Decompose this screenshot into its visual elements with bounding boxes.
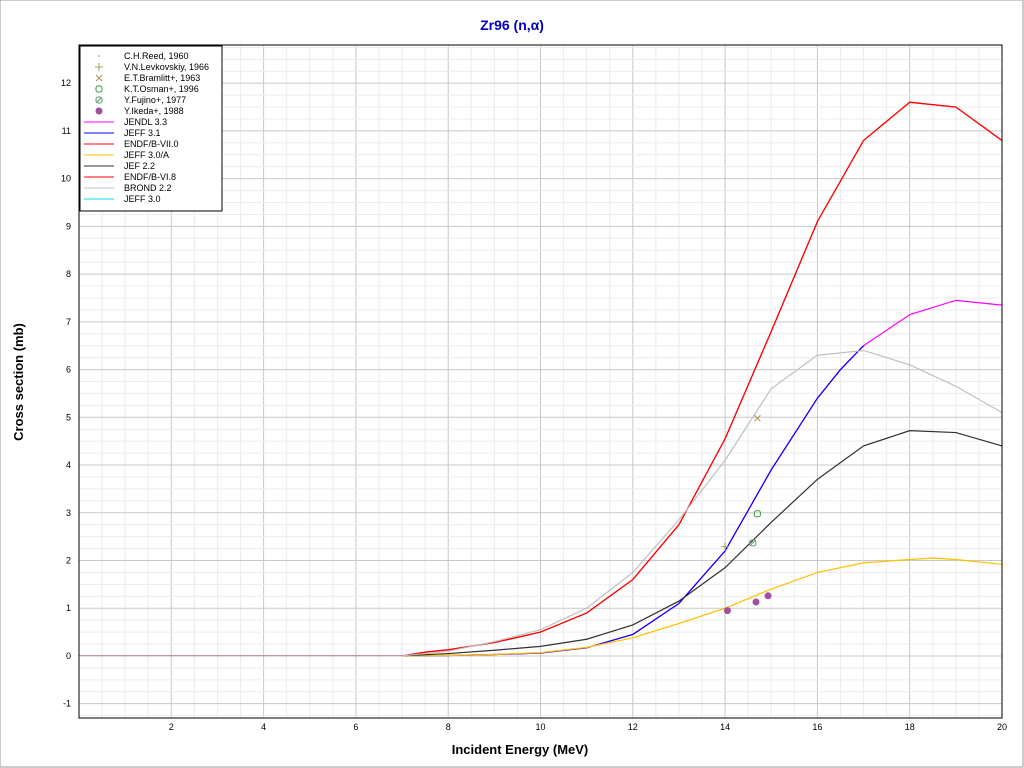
- data-point: [754, 414, 761, 422]
- legend-marker: [95, 74, 103, 82]
- legend-label: JEFF 3.0: [124, 194, 161, 204]
- legend-label: BROND 2.2: [124, 183, 172, 193]
- legend-label: Y.Ikeda+, 1988: [124, 106, 184, 116]
- y-tick-label: 7: [66, 317, 71, 327]
- series-line-endf-b-vi-8: [79, 101, 1003, 657]
- x-tick-label: 12: [628, 722, 638, 732]
- legend-label: E.T.Bramlitt+, 1963: [124, 73, 200, 83]
- x-tick-label: 8: [446, 722, 451, 732]
- data-point: [750, 540, 756, 546]
- x-tick-label: 4: [261, 722, 266, 732]
- legend-label: ENDF/B-VI.8: [124, 172, 176, 182]
- chart-title: Zr96 (n,α): [480, 17, 544, 33]
- y-axis-label: Cross section (mb): [11, 323, 26, 441]
- legend-label: JEFF 3.1: [124, 128, 161, 138]
- legend-marker: [95, 96, 103, 104]
- x-tick-label: 20: [997, 722, 1007, 732]
- legend-box: [79, 45, 223, 212]
- data-point: [753, 510, 761, 518]
- y-tick-label: 5: [66, 412, 71, 422]
- y-tick-label: 1: [66, 603, 71, 613]
- legend-label: JEF 2.2: [124, 161, 155, 171]
- legend-label: Y.Fujino+, 1977: [124, 95, 186, 105]
- x-tick-label: 2: [169, 722, 174, 732]
- legend-label: ENDF/B-VII.0: [124, 139, 179, 149]
- x-tick-label: 16: [812, 722, 822, 732]
- y-tick-label: 0: [66, 651, 71, 661]
- legend-marker: [95, 85, 103, 93]
- legend-label: JEFF 3.0/A: [124, 150, 169, 160]
- y-tick-label: 9: [66, 221, 71, 231]
- y-tick-label: 3: [66, 508, 71, 518]
- series-line-jeff-3-0-a: [79, 557, 1003, 657]
- data-point: [764, 592, 772, 600]
- y-tick-label: 4: [66, 460, 71, 470]
- data-point: [752, 598, 760, 606]
- y-tick-label: 2: [66, 555, 71, 565]
- x-tick-label: 6: [353, 722, 358, 732]
- series-line-brond-2-2: [79, 349, 1003, 657]
- y-tick-label: 8: [66, 269, 71, 279]
- legend-marker: [95, 63, 103, 71]
- data-point: [749, 539, 757, 547]
- data-point: [723, 607, 731, 615]
- y-tick-label: 6: [66, 365, 71, 375]
- y-tick-label: 12: [61, 78, 71, 88]
- legend-marker: [96, 97, 102, 103]
- x-tick-label: 14: [720, 722, 730, 732]
- x-tick-label: 10: [535, 722, 545, 732]
- legend-label: JENDL 3.3: [124, 117, 167, 127]
- legend-label: K.T.Osman+, 1996: [124, 84, 199, 94]
- x-tick-label: 18: [905, 722, 915, 732]
- y-tick-label: -1: [63, 699, 71, 709]
- series-line-jef-2-2: [79, 430, 1003, 657]
- x-axis-label: Incident Energy (MeV): [452, 742, 589, 757]
- legend-label: V.N.Levkovskiy, 1966: [124, 62, 209, 72]
- legend-marker: [98, 55, 100, 57]
- y-tick-label: 11: [62, 126, 71, 136]
- data-point: [721, 542, 730, 551]
- legend-marker: [95, 107, 103, 115]
- y-tick-label: 10: [61, 174, 71, 184]
- legend-label: C.H.Reed, 1960: [124, 51, 189, 61]
